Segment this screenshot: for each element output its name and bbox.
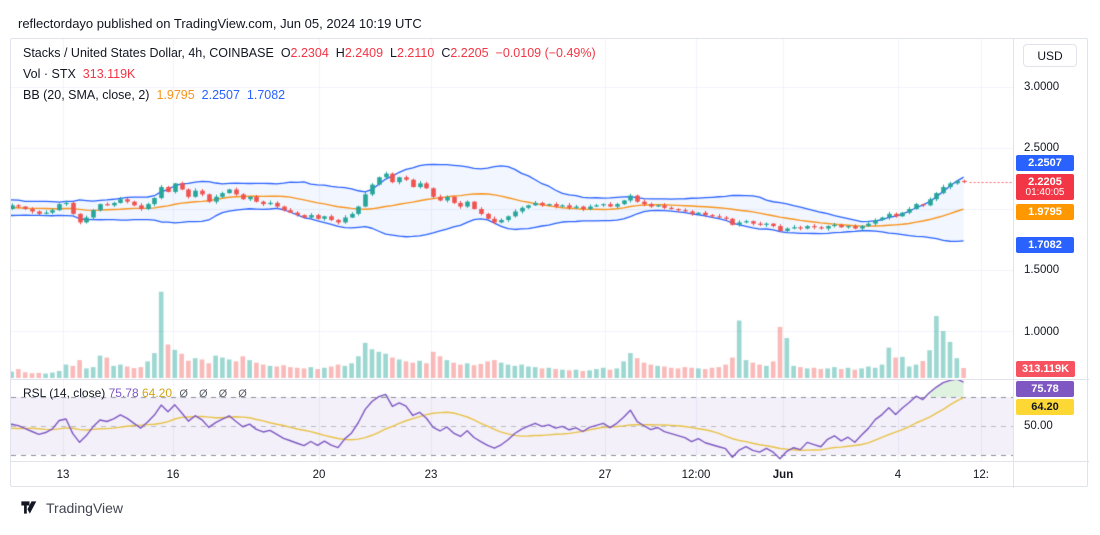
ohlc-item-O: O2.2304	[280, 46, 329, 60]
ohlc-values: O2.2304 H2.2409 L2.2110 C2.2205	[281, 43, 489, 64]
price-label-1.7082: 1.7082	[1016, 237, 1074, 253]
time-axis-label: 27	[598, 469, 612, 481]
rsi-legend: RSL (14, close) 75.78 64.20 Ø Ø Ø Ø	[23, 383, 251, 405]
currency-button[interactable]: USD	[1023, 44, 1077, 67]
price-scale-tick: 50.00	[1024, 420, 1053, 432]
price-scale[interactable]: USD 3.0000 2.5000 1.5000 1.0000 50.00 2.2507 2…	[1014, 39, 1089, 488]
bb-basis-value: 1.9795	[156, 88, 195, 102]
time-axis-label: 16	[166, 469, 180, 481]
bb-legend-row: BB (20, SMA, close, 2) 1.9795 2.2507 1.7…	[23, 85, 596, 106]
ohlc-item-L: L2.2110	[390, 46, 435, 60]
symbol-title[interactable]: Stacks / United States Dollar, 4h, COINB…	[23, 46, 274, 60]
bb-lower-value: 1.7082	[246, 88, 286, 102]
price-scale-tick: 1.5000	[1024, 264, 1060, 276]
bb-upper-value: 2.2507	[201, 88, 240, 102]
pane-divider[interactable]	[11, 379, 1089, 380]
price-label-2.2507: 2.2507	[1016, 155, 1074, 171]
ohlc-item-C: C2.2205	[441, 46, 489, 60]
tradingview-logo-icon	[21, 501, 37, 514]
price-volume-pane-canvas[interactable]	[11, 39, 1013, 379]
chart-frame: Stacks / United States Dollar, 4h, COINB…	[10, 38, 1089, 488]
price-label-75.78: 75.78	[1016, 381, 1074, 397]
volume-legend-row: Vol · STX 313.119K	[23, 64, 596, 85]
time-axis-divider	[11, 461, 1089, 462]
time-axis-label: 13	[56, 469, 70, 481]
time-axis-label: 12:	[973, 469, 989, 481]
price-scale-tick: 2.5000	[1024, 142, 1060, 154]
volume-indicator-label[interactable]: Vol · STX	[23, 67, 76, 81]
time-axis-label: 23	[424, 469, 438, 481]
volume-value: 313.119K	[82, 67, 136, 81]
rsi-indicator-label[interactable]: RSL (14, close)	[23, 386, 106, 400]
rsi-value: 75.78	[108, 386, 139, 400]
time-axis-label: 12:00	[681, 469, 711, 481]
price-scale-tick: 3.0000	[1024, 81, 1060, 93]
tradingview-footer[interactable]: TradingView	[20, 498, 123, 517]
price-label-313.119K: 313.119K	[1016, 361, 1076, 377]
price-label-1.9795: 1.9795	[1016, 204, 1074, 220]
time-axis-label: 4	[894, 469, 902, 481]
main-legend: Stacks / United States Dollar, 4h, COINB…	[23, 43, 596, 106]
time-axis[interactable]: 13 16 20 23 27 12:00 Jun 4 12:	[11, 462, 1013, 488]
price-label-2.2205: 2.2205 01:40:05	[1016, 174, 1074, 200]
rsi-legend-action-icons[interactable]: Ø Ø Ø Ø	[179, 388, 251, 400]
price-scale-divider	[1013, 39, 1014, 488]
price-change: −0.0109 (−0.49%)	[495, 46, 596, 60]
price-scale-tick: 1.0000	[1024, 326, 1060, 338]
rsi-pane-canvas[interactable]	[11, 379, 1013, 461]
attribution-text: reflectordayo published on TradingView.c…	[18, 16, 422, 31]
tradingview-brand-text: TradingView	[46, 499, 124, 516]
rsi-ma-value: 64.20	[141, 386, 173, 400]
ohlc-item-H: H2.2409	[335, 46, 384, 60]
price-label-64.20: 64.20	[1016, 399, 1074, 415]
time-axis-label: Jun	[772, 469, 794, 481]
bb-indicator-label[interactable]: BB (20, SMA, close, 2)	[23, 88, 150, 102]
time-axis-label: 20	[312, 469, 326, 481]
symbol-legend-row: Stacks / United States Dollar, 4h, COINB…	[23, 43, 596, 64]
